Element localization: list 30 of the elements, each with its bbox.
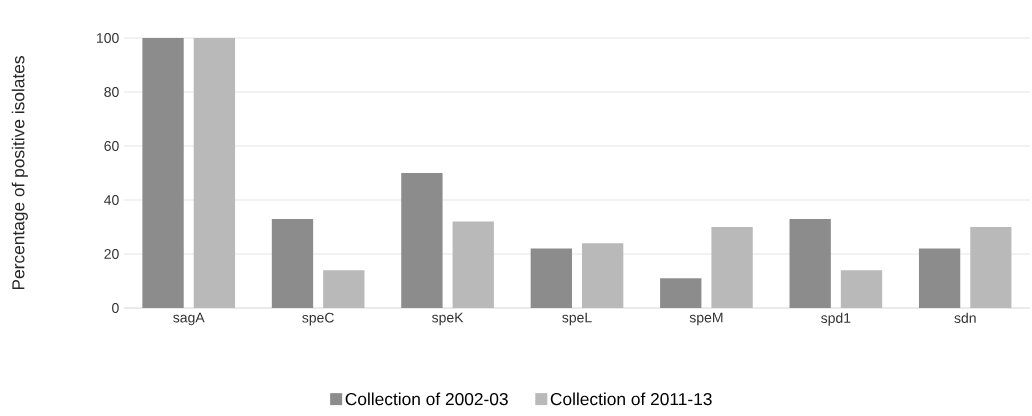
bar [271, 218, 314, 308]
x-tick-label: speK [432, 312, 464, 326]
bar [711, 226, 753, 308]
y-tick-label: 20 [104, 249, 119, 259]
bar [970, 226, 1012, 308]
bar [660, 278, 702, 308]
y-axis-title: Percentage of positive isolates [11, 56, 28, 290]
y-tick-label: 0 [112, 303, 119, 313]
y-tick-label: 60 [104, 141, 119, 151]
bar [193, 37, 236, 308]
x-tick-label: speM [689, 312, 723, 326]
legend-label: Collection of 2011-13 [550, 392, 712, 406]
y-tick-label: 80 [104, 87, 119, 97]
bar [401, 172, 443, 308]
x-tick-label: sdn [954, 312, 976, 323]
x-tick-label: speC [302, 312, 334, 326]
bar [918, 248, 961, 308]
bar [452, 221, 494, 308]
bar [323, 270, 365, 308]
bar [840, 270, 883, 308]
x-tick-label: speL [562, 312, 592, 326]
bar [582, 243, 624, 308]
x-tick-label: sagA [173, 312, 205, 326]
x-tick-label: spd1 [821, 312, 851, 326]
y-tick-label: 40 [104, 195, 119, 205]
legend-label: Collection of 2002-03 [345, 392, 508, 406]
bar [789, 218, 831, 308]
y-tick-label: 100 [97, 33, 119, 43]
bar [142, 37, 184, 308]
bar [530, 248, 572, 308]
